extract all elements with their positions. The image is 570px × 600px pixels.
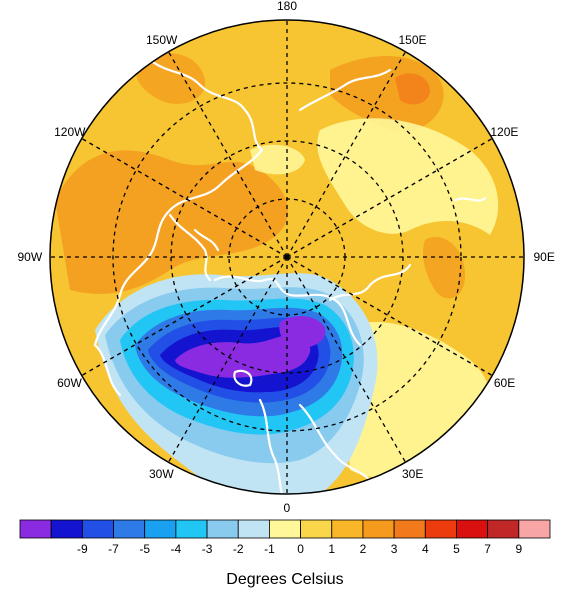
colorbar-tick-label: -9 (77, 542, 88, 556)
colorbar-tick-label: 7 (484, 542, 491, 556)
longitude-label: 150W (146, 32, 178, 47)
colorbar-swatch (424, 519, 457, 539)
colorbar-tick-label: -7 (108, 542, 119, 556)
longitude-label: 30W (149, 467, 174, 482)
colorbar-tick-label: -5 (139, 542, 151, 556)
colorbar (19, 519, 551, 539)
longitude-label: 90W (17, 250, 43, 264)
temperature-field (50, 20, 524, 494)
warm-anomaly-region (423, 236, 465, 299)
colorbar-swatch (206, 519, 239, 539)
warm-anomaly-region (136, 52, 206, 104)
colorbar-tick-label: 0 (297, 542, 304, 556)
colorbar-swatch (300, 519, 333, 539)
colorbar-swatch (237, 519, 270, 539)
colorbar-swatch (113, 519, 146, 539)
colorbar-swatch (19, 519, 52, 539)
longitude-label: 120E (490, 124, 519, 139)
colorbar-swatch (518, 519, 551, 539)
longitude-label: 120W (54, 124, 86, 139)
longitude-label: 0 (283, 501, 291, 515)
colorbar-tick-label: -4 (170, 542, 182, 556)
colorbar-tick-label: -2 (232, 542, 244, 556)
colorbar-tick-label: 2 (359, 542, 367, 556)
colorbar-tick-label: -1 (264, 542, 275, 556)
colorbar-swatch (175, 519, 208, 539)
colorbar-tick-label: 1 (328, 542, 336, 556)
colorbar-caption: Degrees Celsius (226, 571, 344, 588)
longitude-label: 180 (277, 0, 298, 13)
colorbar-tick-label: 5 (453, 542, 460, 556)
colorbar-swatch (144, 519, 177, 539)
neutral-anomaly-region (250, 144, 305, 175)
colorbar-tick-label: 4 (421, 542, 429, 556)
warm-anomaly-region (395, 73, 430, 105)
coastlines (93, 58, 487, 494)
colorbar-swatch (362, 519, 395, 539)
longitude-label: 60E (493, 375, 516, 390)
colorbar-swatch (331, 519, 364, 539)
colorbar-tick-label: 9 (515, 542, 523, 556)
colorbar-swatch (456, 519, 489, 539)
map-disc-outline (49, 19, 525, 495)
colorbar-tick-label: -3 (201, 542, 213, 556)
longitude-label: 30E (402, 467, 424, 482)
cold-anomaly-core (175, 334, 311, 378)
longitude-label: 60W (57, 375, 82, 390)
colorbar-swatch (269, 519, 301, 539)
colorbar-swatch (50, 519, 83, 539)
colorbar-swatch (487, 519, 520, 539)
colorbar-swatch (393, 519, 426, 539)
colorbar-swatch (81, 519, 114, 539)
longitude-label: 150E (398, 32, 427, 47)
cold-anomaly-core (279, 316, 326, 348)
colorbar-tick-label: 3 (390, 542, 398, 556)
longitude-label: 90E (533, 250, 555, 264)
